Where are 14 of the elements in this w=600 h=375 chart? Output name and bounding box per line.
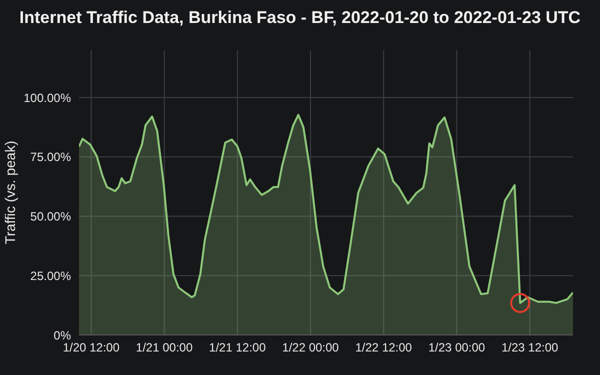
- y-tick-label: 100.00%: [24, 90, 72, 105]
- y-tick-label: 25.00%: [30, 268, 72, 283]
- y-tick-label: 75.00%: [30, 150, 72, 164]
- y-tick-label: 0%: [54, 328, 72, 342]
- chart-title: Internet Traffic Data, Burkina Faso - BF, 2022-01-20 to 2022-01-23 UTC: [18, 7, 582, 29]
- x-tick-label: 1/22 12:00: [355, 340, 412, 355]
- x-tick-label: 1/22 00:00: [282, 340, 340, 355]
- y-tick-label: 50.00%: [30, 210, 72, 224]
- x-tick-label: 1/21 12:00: [209, 340, 266, 355]
- x-tick-label: 1/21 00:00: [136, 340, 193, 355]
- x-tick-label: 1/23 12:00: [501, 340, 559, 355]
- y-axis-title: Traffic (vs. peak): [2, 140, 18, 244]
- x-tick-label: 1/23 00:00: [428, 340, 486, 355]
- x-tick-label: 1/20 12:00: [62, 340, 120, 355]
